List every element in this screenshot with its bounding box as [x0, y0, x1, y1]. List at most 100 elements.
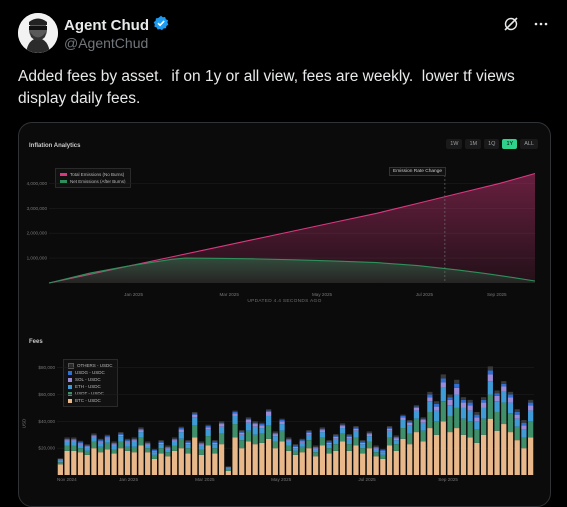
- usdt-segment: [319, 437, 325, 446]
- usdt-segment: [104, 442, 111, 450]
- others-segment: [299, 438, 305, 441]
- usdg-segment: [118, 433, 124, 435]
- sol-segment: [480, 402, 487, 408]
- usdt-segment: [413, 418, 420, 433]
- sol-segment: [454, 387, 460, 395]
- btc-segment: [433, 434, 440, 475]
- btc-segment: [346, 450, 352, 475]
- usdg-segment: [360, 441, 366, 443]
- x-tick-label: Mar 2025: [219, 292, 239, 297]
- others-segment: [111, 441, 117, 443]
- usdg-segment: [420, 418, 426, 421]
- usdt-segment: [514, 426, 520, 441]
- btc-segment: [185, 453, 191, 475]
- usdg-segment: [333, 435, 339, 437]
- usdt-segment: [286, 445, 292, 451]
- usdt-segment: [494, 411, 500, 431]
- eth-segment: [353, 430, 359, 438]
- usdt-segment: [171, 445, 178, 451]
- usdg-segment: [185, 441, 191, 443]
- usdg-segment: [460, 399, 467, 403]
- author-name[interactable]: Agent Chud: [64, 17, 149, 34]
- sol-segment: [245, 420, 252, 423]
- tf-1y[interactable]: 1Y: [502, 139, 518, 149]
- others-segment: [84, 444, 90, 446]
- btc-segment: [420, 441, 426, 475]
- others-segment: [373, 445, 379, 447]
- author-handle[interactable]: @AgentChud: [64, 35, 149, 51]
- usdt-segment: [474, 429, 480, 443]
- tf-all[interactable]: ALL: [520, 139, 538, 149]
- btc-segment: [111, 453, 117, 475]
- grok-icon[interactable]: [503, 16, 519, 37]
- usdg-segment: [292, 445, 299, 447]
- sol-segment: [205, 427, 211, 430]
- tf-1w[interactable]: 1W: [446, 139, 463, 149]
- sol-segment: [64, 440, 70, 442]
- btc-segment: [474, 442, 480, 475]
- y-tick-label: $80,000: [38, 365, 55, 370]
- eth-segment: [279, 424, 285, 431]
- btc-segment: [91, 448, 97, 475]
- sol-segment: [71, 440, 77, 442]
- sol-segment: [198, 444, 205, 446]
- sol-segment: [407, 422, 413, 426]
- usdt-segment: [393, 444, 399, 451]
- others-segment: [427, 391, 433, 395]
- btc-segment: [124, 450, 131, 475]
- usdt-segment: [266, 425, 272, 439]
- btc-segment: [272, 448, 278, 475]
- eth-segment: [64, 441, 70, 446]
- verified-badge-icon: [153, 15, 169, 36]
- usdg-segment: [98, 440, 104, 442]
- others-segment: [380, 448, 386, 451]
- btc-segment: [77, 452, 84, 475]
- sol-segment: [292, 446, 299, 449]
- eth-swatch: [68, 384, 72, 389]
- inflation-chart: 1,000,000 2,000,000 3,000,000 4,000,000 Jan …: [27, 171, 536, 297]
- sol-segment: [393, 438, 399, 441]
- usdg-segment: [158, 441, 164, 443]
- usdg-segment: [433, 403, 440, 407]
- usdg-segment: [501, 383, 507, 387]
- sol-segment: [131, 440, 137, 442]
- others-segment: [71, 437, 77, 439]
- usdt-segment: [98, 446, 104, 453]
- fees-legend: OTHERS - USDC USDG - USDC SOL - USDC ETH…: [63, 359, 118, 407]
- eth-segment: [514, 418, 520, 427]
- sol-segment: [474, 417, 480, 422]
- usdg-segment: [440, 378, 446, 383]
- btc-segment: [400, 438, 406, 475]
- author-avatar[interactable]: [18, 13, 58, 53]
- others-segment: [407, 420, 413, 422]
- others-segment: [353, 426, 359, 428]
- usdg-segment: [393, 436, 399, 439]
- btc-segment: [380, 458, 386, 475]
- usdg-segment: [239, 431, 245, 433]
- usdg-segment: [232, 411, 238, 414]
- others-segment: [198, 441, 205, 443]
- more-icon[interactable]: [533, 16, 549, 37]
- net-emissions-line: [48, 257, 536, 284]
- others-segment: [528, 399, 534, 403]
- others-segment: [507, 391, 514, 395]
- usdt-segment: [454, 407, 460, 429]
- sol-segment: [501, 386, 507, 392]
- eth-segment: [225, 468, 231, 470]
- eth-segment: [158, 444, 164, 449]
- usdt-segment: [218, 433, 225, 445]
- others-segment: [292, 444, 299, 446]
- fees-chart-title: Fees: [29, 339, 43, 345]
- others-segment: [259, 422, 265, 425]
- attached-image[interactable]: Inflation Analytics 1W 1M 1Q 1Y ALL Tota…: [18, 122, 551, 507]
- sol-segment: [400, 417, 406, 421]
- usdt-segment: [292, 450, 299, 455]
- usdt-segment: [131, 446, 137, 453]
- tf-1m[interactable]: 1M: [465, 139, 482, 149]
- eth-segment: [259, 428, 265, 434]
- eth-segment: [151, 452, 158, 455]
- tf-1q[interactable]: 1Q: [484, 139, 500, 149]
- eth-segment: [480, 407, 487, 419]
- eth-segment: [313, 449, 319, 453]
- usdg-segment: [373, 446, 379, 449]
